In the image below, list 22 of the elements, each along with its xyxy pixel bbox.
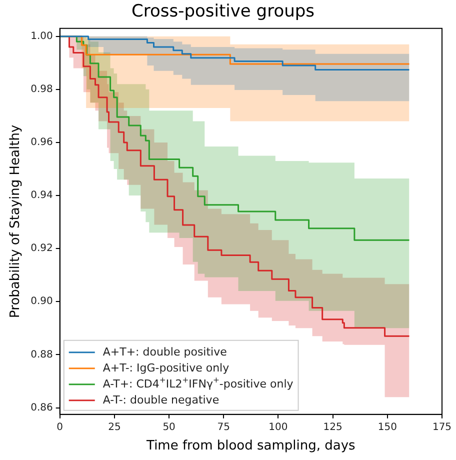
x-tick-label: 125 <box>323 422 342 433</box>
x-tick-label: 0 <box>56 422 64 433</box>
x-tick-label: 150 <box>378 422 397 433</box>
y-tick-label: 1.00 <box>30 30 53 42</box>
x-tick-label: 50 <box>162 422 176 433</box>
legend-label: A-T-: double negative <box>102 393 220 406</box>
legend-label: A+T+: double positive <box>102 345 228 358</box>
x-tick-label: 25 <box>108 422 121 433</box>
chart-title: Cross-positive groups <box>131 2 315 22</box>
y-tick-label: 0.96 <box>30 137 53 148</box>
x-tick-label: 100 <box>268 422 288 433</box>
x-tick-label: 175 <box>432 422 452 433</box>
y-tick-label: 0.94 <box>30 190 53 202</box>
x-axis-title: Time from blood sampling, days <box>146 438 356 454</box>
y-tick-label: 0.92 <box>30 243 53 254</box>
y-tick-label: 0.98 <box>30 84 53 96</box>
y-axis-title: Probability of Staying Healthy <box>8 124 24 318</box>
y-tick-label: 0.90 <box>30 296 53 308</box>
y-tick-label: 0.86 <box>30 402 53 414</box>
y-tick-label: 0.88 <box>30 349 53 360</box>
x-tick-label: 75 <box>217 422 230 433</box>
legend-label: A+T-: IgG-positive only <box>102 361 230 374</box>
